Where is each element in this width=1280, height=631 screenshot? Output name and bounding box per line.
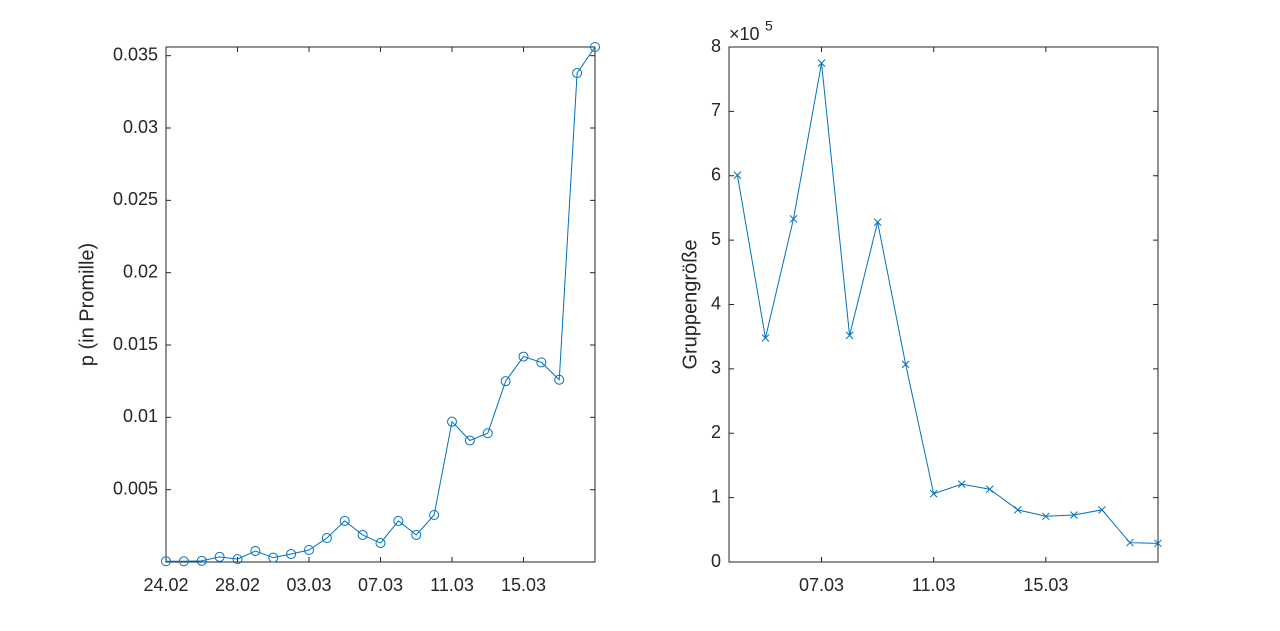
y-tick-label: 3 xyxy=(711,358,721,378)
marker xyxy=(572,68,583,79)
marker xyxy=(901,360,910,369)
y-tick-label: 5 xyxy=(711,229,721,249)
marker xyxy=(411,529,422,540)
marker xyxy=(375,538,386,549)
y-tick-label: 0.01 xyxy=(123,406,158,426)
marker xyxy=(268,552,279,563)
marker xyxy=(482,428,493,439)
x-tick-label: 24.02 xyxy=(143,575,188,595)
y-tick-label: 0.015 xyxy=(113,334,158,354)
marker xyxy=(761,334,770,342)
marker xyxy=(873,218,882,226)
x-tick-label: 15.03 xyxy=(1023,575,1068,595)
marker xyxy=(789,215,798,223)
marker xyxy=(1041,512,1050,521)
marker xyxy=(196,555,207,566)
data-line xyxy=(166,46,596,562)
x-tick-label: 11.03 xyxy=(430,575,474,595)
marker xyxy=(357,529,368,540)
y-tick-label: 0.025 xyxy=(113,189,158,209)
marker xyxy=(733,171,742,179)
y-tick-label: 0.02 xyxy=(123,261,158,281)
marker xyxy=(429,509,440,520)
marker xyxy=(232,554,243,565)
y-tick-label: 0.035 xyxy=(113,44,158,64)
marker xyxy=(500,376,511,387)
marker xyxy=(957,480,966,488)
y-tick-label: 7 xyxy=(711,100,721,120)
marker xyxy=(536,357,547,368)
x-tick-label: 15.03 xyxy=(501,575,546,595)
marker xyxy=(393,515,404,526)
x-tick-label: 07.03 xyxy=(358,575,403,595)
y-tick-label: 6 xyxy=(711,165,721,185)
y-tick-label: 8 xyxy=(711,36,721,56)
marker xyxy=(178,556,189,567)
marker xyxy=(817,59,826,67)
data-line xyxy=(736,63,1159,544)
y-tick-label: 0.005 xyxy=(113,478,158,498)
axes-box xyxy=(165,46,596,563)
marker xyxy=(1126,538,1134,547)
marker xyxy=(518,351,529,362)
marker xyxy=(339,515,350,526)
axes-box xyxy=(728,46,1159,563)
axes: 0.005 0.01 0.015 0.02 0.025 0.03 0.035 24.02 28.… xyxy=(76,42,600,595)
marker xyxy=(464,435,475,446)
y-axis-label: p (in Promille) xyxy=(76,243,98,366)
x-tick-label: 03.03 xyxy=(286,575,331,595)
marker xyxy=(304,544,314,555)
marker xyxy=(1154,539,1162,548)
exponent-base: ×10 xyxy=(729,24,760,44)
x-tick-label: 28.02 xyxy=(215,575,260,595)
y-tick-label: 0.03 xyxy=(123,117,158,137)
y-tick-label: 1 xyxy=(711,486,721,506)
marker xyxy=(1098,506,1106,514)
y-axis-label: Gruppengröße xyxy=(679,239,701,369)
axes: 0 1 2 3 4 5 6 7 8 07.03 11.03 15.03 Gruppengröße ×10 5 xyxy=(679,18,1162,595)
marker xyxy=(250,546,261,557)
marker xyxy=(214,551,225,562)
marker xyxy=(845,331,854,340)
marker xyxy=(1013,506,1022,514)
x-tick-label: 07.03 xyxy=(799,575,844,595)
x-tick-label: 11.03 xyxy=(912,575,956,595)
marker xyxy=(929,489,938,498)
y-tick-label: 4 xyxy=(711,293,721,313)
y-tick-label: 0 xyxy=(711,551,721,571)
marker xyxy=(447,416,457,427)
y-tick-label: 2 xyxy=(711,422,721,442)
marker xyxy=(321,532,332,543)
marker xyxy=(1070,511,1078,519)
marker xyxy=(286,549,297,560)
marker xyxy=(161,556,171,567)
exponent: 5 xyxy=(765,18,773,34)
marker xyxy=(590,42,600,52)
marker xyxy=(985,485,994,494)
marker xyxy=(554,374,565,385)
